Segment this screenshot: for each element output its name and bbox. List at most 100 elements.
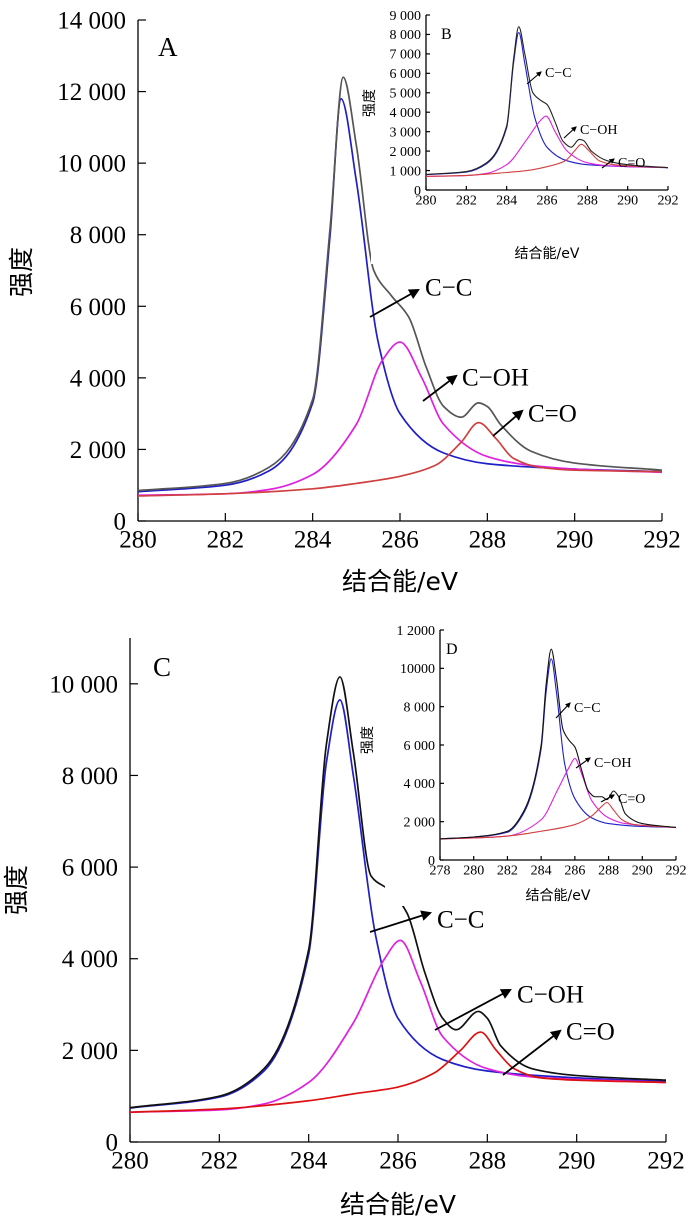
x-axis-title: 结合能/eV bbox=[340, 1190, 456, 1219]
y-tick-label: 3 000 bbox=[390, 125, 422, 140]
annotation-label: C=O bbox=[528, 401, 577, 428]
y-tick-label: 6 000 bbox=[62, 855, 118, 882]
x-tick-label: 280 bbox=[463, 864, 484, 879]
series-c-oh-component bbox=[137, 341, 663, 497]
x-tick-label: 292 bbox=[647, 1147, 685, 1174]
y-tick-label: 2 000 bbox=[70, 437, 126, 464]
y-tick-label: 2 000 bbox=[404, 815, 436, 830]
annotation-label: C=O bbox=[618, 792, 645, 807]
y-tick-label: 4 000 bbox=[70, 365, 126, 392]
series-c-c-component bbox=[137, 97, 663, 493]
y-tick-label: 12 000 bbox=[57, 79, 126, 106]
annotation-arrow bbox=[492, 409, 524, 437]
panel-C: 280 282 284 286 288 290 292 0 2 000 4 000 6 000 8 0… bbox=[2, 638, 685, 1219]
y-tick-label: 8 000 bbox=[70, 222, 126, 249]
x-tick-label: 286 bbox=[564, 864, 585, 879]
series-c-oh-component bbox=[425, 115, 669, 177]
x-tick-label: 286 bbox=[537, 194, 558, 209]
annotation-label: C−OH bbox=[594, 756, 631, 771]
y-tick-label: 4 000 bbox=[404, 777, 436, 792]
x-tick-label: 282 bbox=[207, 526, 245, 553]
x-tick-label: 292 bbox=[643, 526, 681, 553]
annotation-arrow bbox=[422, 374, 458, 402]
x-tick-label: 284 bbox=[294, 526, 332, 553]
y-tick-label: 1 000 bbox=[390, 164, 422, 179]
y-tick-label: 10000 bbox=[400, 662, 435, 677]
annotation-label: C−OH bbox=[462, 365, 529, 392]
y-tick-label: 4 000 bbox=[390, 106, 422, 121]
x-tick-label: 290 bbox=[558, 1147, 596, 1174]
annotation-label: C−OH bbox=[580, 123, 617, 138]
y-axis-title: 强度 bbox=[2, 865, 31, 915]
panel-B: 280 282 284 286 288 290 292 0 1 000 2 000 3 000 4 0… bbox=[362, 9, 679, 262]
y-tick-label: 6 000 bbox=[404, 739, 436, 754]
y-tick-label: 7 000 bbox=[390, 48, 422, 63]
x-tick-label: 282 bbox=[497, 864, 518, 879]
panel-letter: A bbox=[158, 32, 178, 62]
y-tick-label: 5 000 bbox=[390, 87, 422, 102]
panel-A: 280 282 284 286 288 290 292 0 2 000 4 000 6 000 8 0… bbox=[7, 8, 681, 597]
y-tick-label: 0 bbox=[106, 1130, 119, 1157]
y-tick-label: 2 000 bbox=[62, 1038, 118, 1065]
series-c-c-component bbox=[129, 698, 667, 1109]
annotation-arrow bbox=[563, 126, 577, 139]
x-tick-label: 284 bbox=[290, 1147, 328, 1174]
annotation-arrow bbox=[369, 910, 433, 933]
x-tick-label: 284 bbox=[531, 864, 552, 879]
x-tick-label: 292 bbox=[666, 864, 687, 879]
panel-letter: D bbox=[446, 641, 458, 658]
x-tick-label: 286 bbox=[381, 526, 419, 553]
panel-letter: C bbox=[153, 652, 171, 682]
series-c-o-component bbox=[439, 801, 677, 840]
annotation-label: C−C bbox=[574, 701, 601, 716]
x-tick-label: 280 bbox=[119, 526, 157, 553]
x-tick-label: 284 bbox=[496, 194, 517, 209]
x-tick-label: 288 bbox=[469, 526, 507, 553]
x-tick-label: 290 bbox=[632, 864, 653, 879]
annotation-arrow bbox=[369, 288, 420, 318]
y-tick-label: 1 2000 bbox=[397, 624, 436, 639]
x-tick-label: 278 bbox=[430, 864, 451, 879]
annotation-arrow bbox=[601, 158, 615, 169]
annotation-arrow bbox=[600, 794, 615, 803]
y-tick-label: 10 000 bbox=[49, 671, 118, 698]
y-axis-title: 强度 bbox=[360, 726, 376, 754]
series-c-c-component bbox=[439, 658, 677, 840]
panel-letter: B bbox=[441, 26, 452, 43]
y-tick-label: 2 000 bbox=[390, 145, 422, 160]
series-envelope bbox=[425, 26, 669, 175]
y-tick-label: 8 000 bbox=[404, 700, 436, 715]
y-tick-label: 8 000 bbox=[390, 28, 422, 43]
x-tick-label: 280 bbox=[416, 194, 437, 209]
x-tick-label: 280 bbox=[111, 1147, 149, 1174]
y-tick-label: 0 bbox=[114, 509, 127, 536]
y-axis-title: 强度 bbox=[362, 89, 378, 117]
y-tick-label: 6 000 bbox=[70, 294, 126, 321]
annotation-arrow bbox=[555, 702, 571, 719]
y-tick-label: 6 000 bbox=[390, 67, 422, 82]
x-tick-label: 290 bbox=[617, 194, 638, 209]
x-tick-label: 288 bbox=[598, 864, 619, 879]
series-c-o-component bbox=[425, 143, 669, 177]
annotation-arrow bbox=[526, 71, 542, 85]
x-axis-title: 结合能/eV bbox=[526, 888, 591, 904]
y-tick-label: 9 000 bbox=[390, 9, 422, 24]
annotation-label: C−C bbox=[437, 907, 484, 934]
annotation-label: C=O bbox=[618, 156, 645, 171]
x-tick-label: 292 bbox=[658, 194, 679, 209]
inset-backing bbox=[385, 618, 681, 906]
x-axis-title: 结合能/eV bbox=[515, 246, 580, 262]
annotation-label: C=O bbox=[566, 1019, 615, 1046]
x-tick-label: 282 bbox=[201, 1147, 239, 1174]
annotation-arrow bbox=[575, 757, 591, 769]
series-envelope bbox=[439, 648, 677, 840]
series-c-c-component bbox=[425, 31, 669, 176]
x-tick-label: 282 bbox=[456, 194, 477, 209]
annotation-arrow bbox=[502, 1029, 562, 1076]
y-tick-label: 10 000 bbox=[57, 151, 126, 178]
x-tick-label: 288 bbox=[469, 1147, 507, 1174]
series-envelope bbox=[137, 76, 663, 492]
annotation-label: C−C bbox=[425, 275, 472, 302]
